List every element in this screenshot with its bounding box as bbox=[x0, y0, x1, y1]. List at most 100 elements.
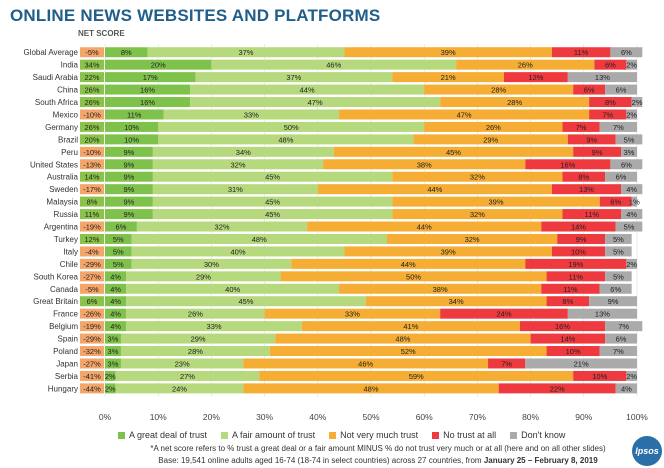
data-label: 11% bbox=[585, 210, 600, 219]
data-label: 6% bbox=[605, 61, 616, 70]
net-score-box bbox=[80, 333, 104, 344]
x-tick-label: 50% bbox=[362, 412, 379, 422]
bar-segment-great-deal bbox=[105, 171, 153, 182]
bar-segment-not-very-much bbox=[339, 109, 590, 120]
net-score-box bbox=[80, 271, 104, 282]
bar-segment-great-deal bbox=[105, 346, 121, 357]
data-label: 28% bbox=[188, 347, 203, 356]
bar-segment-dont-know bbox=[631, 97, 643, 108]
bar-segment-great-deal bbox=[105, 296, 127, 307]
legend-label: No trust at all bbox=[443, 430, 497, 440]
data-label: 12% bbox=[528, 73, 543, 82]
bar-segment-no-trust bbox=[589, 97, 632, 108]
bar-segment-not-very-much bbox=[392, 196, 600, 207]
bar-segment-not-very-much bbox=[392, 72, 504, 83]
bar-segment-dont-know bbox=[621, 146, 637, 157]
bar-segment-great-deal bbox=[105, 47, 148, 58]
net-score-value: 22% bbox=[84, 73, 99, 82]
bar-segment-dont-know bbox=[605, 246, 632, 257]
data-label: 7% bbox=[613, 347, 624, 356]
legend-item-dont-know: Don't know bbox=[510, 430, 565, 440]
net-score-value: -29% bbox=[83, 335, 101, 344]
data-label: 33% bbox=[207, 322, 222, 331]
category-label: Sweden bbox=[49, 185, 78, 194]
data-label: 11% bbox=[569, 272, 584, 281]
data-label: 4% bbox=[621, 384, 632, 393]
x-tick-label: 70% bbox=[469, 412, 486, 422]
bar-segment-fair-amount bbox=[126, 321, 302, 332]
data-label: 16% bbox=[560, 160, 575, 169]
bar-segment-great-deal bbox=[105, 72, 196, 83]
data-label: 11% bbox=[563, 285, 578, 294]
data-label: 23% bbox=[175, 359, 190, 368]
data-label: 24% bbox=[172, 384, 187, 393]
data-label: 34% bbox=[236, 148, 251, 157]
bar-segment-no-trust bbox=[525, 258, 627, 269]
data-label: 8% bbox=[562, 297, 573, 306]
net-score-value: 20% bbox=[84, 135, 99, 144]
bar-segment-dont-know bbox=[567, 308, 637, 319]
bar-segment-not-very-much bbox=[344, 47, 552, 58]
net-score-value: -19% bbox=[83, 223, 101, 232]
bar-segment-no-trust bbox=[440, 308, 568, 319]
net-score-box bbox=[80, 121, 104, 132]
data-label: 7% bbox=[602, 110, 613, 119]
legend-swatch-not-very-much bbox=[329, 431, 337, 439]
net-score-box bbox=[80, 84, 104, 95]
bar-segment-not-very-much bbox=[280, 271, 547, 282]
bar-segment-no-trust bbox=[573, 370, 627, 381]
legend-swatch-great-deal bbox=[118, 431, 125, 439]
bar-segment-no-trust bbox=[530, 333, 606, 344]
bar-segment-dont-know bbox=[626, 258, 637, 269]
data-label: 10% bbox=[571, 247, 586, 256]
data-label: 39% bbox=[441, 247, 456, 256]
data-label: 44% bbox=[300, 86, 315, 95]
net-score-value: -10% bbox=[83, 148, 101, 157]
data-label: 10% bbox=[566, 347, 581, 356]
net-score-value: 14% bbox=[84, 173, 99, 182]
bar-segment-fair-amount bbox=[195, 72, 393, 83]
net-score-box bbox=[80, 358, 104, 369]
category-label: Turkey bbox=[54, 235, 78, 244]
bar-segment-fair-amount bbox=[152, 209, 393, 220]
data-label: 14% bbox=[571, 223, 586, 232]
bar-segment-great-deal bbox=[105, 146, 153, 157]
bar-segment-fair-amount bbox=[152, 184, 318, 195]
bar-segment-great-deal bbox=[105, 258, 132, 269]
bar-segment-not-very-much bbox=[259, 370, 574, 381]
data-label: 6% bbox=[616, 86, 627, 95]
net-score-header: NET SCORE bbox=[78, 29, 125, 38]
bar-segment-dont-know bbox=[610, 47, 643, 58]
bar-segment-not-very-much bbox=[264, 308, 441, 319]
legend-label: Don't know bbox=[521, 430, 566, 440]
legend-label: Not very much trust bbox=[340, 430, 419, 440]
data-label: 48% bbox=[252, 235, 267, 244]
data-label: 32% bbox=[215, 223, 230, 232]
data-label: 1% bbox=[629, 198, 640, 207]
data-label: 9% bbox=[608, 297, 619, 306]
data-label: 28% bbox=[491, 86, 506, 95]
data-label: 47% bbox=[457, 110, 472, 119]
bar-segment-great-deal bbox=[105, 59, 212, 70]
bar-segment-not-very-much bbox=[386, 233, 558, 244]
bar-segment-dont-know bbox=[621, 184, 643, 195]
bar-segment-fair-amount bbox=[190, 97, 441, 108]
bar-segment-great-deal bbox=[105, 84, 191, 95]
bar-segment-fair-amount bbox=[147, 47, 345, 58]
category-label: Australia bbox=[47, 173, 79, 182]
bar-segment-dont-know bbox=[631, 196, 637, 207]
net-score-value: 34% bbox=[84, 61, 99, 70]
net-score-value: -32% bbox=[83, 347, 101, 356]
category-label: China bbox=[57, 86, 78, 95]
bar-segment-no-trust bbox=[504, 72, 568, 83]
bar-segment-not-very-much bbox=[269, 346, 547, 357]
data-label: 5% bbox=[613, 247, 624, 256]
data-label: 16% bbox=[140, 86, 155, 95]
net-score-box bbox=[80, 184, 104, 195]
data-label: 10% bbox=[124, 123, 139, 132]
net-score-value: 8% bbox=[87, 198, 98, 207]
bar-segment-no-trust bbox=[525, 159, 611, 170]
bar-segment-dont-know bbox=[605, 271, 632, 282]
data-label: 6% bbox=[610, 285, 621, 294]
data-label: 5% bbox=[624, 135, 635, 144]
